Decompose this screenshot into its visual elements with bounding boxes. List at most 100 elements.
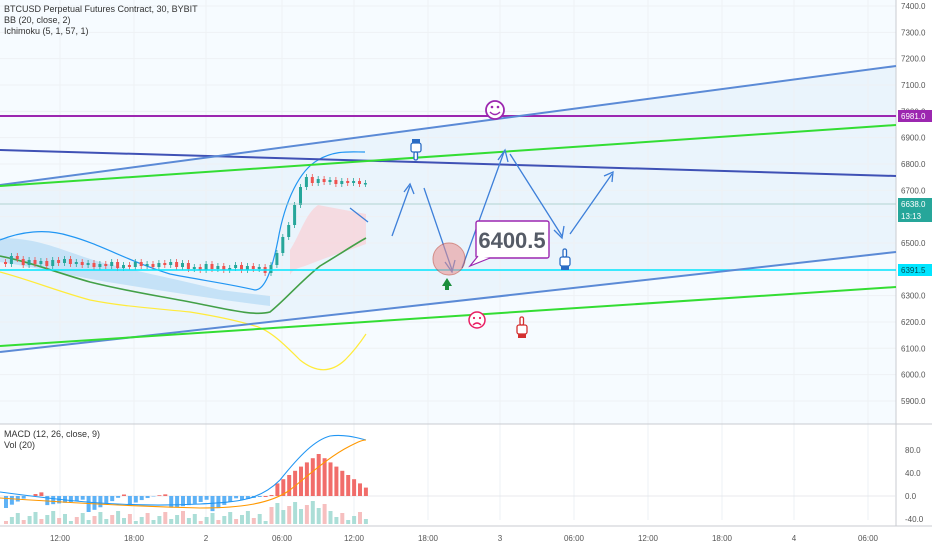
- hand-cuff: [561, 266, 569, 270]
- volume-bar: [364, 519, 368, 524]
- volume-bar: [352, 516, 356, 524]
- price-tick-label: 7300.0: [901, 28, 926, 37]
- macd-histogram-bar: [264, 496, 268, 497]
- candle-body: [334, 180, 337, 184]
- macd-histogram-bar: [216, 496, 220, 508]
- volume-bar: [305, 505, 309, 524]
- candle-body: [16, 256, 19, 259]
- candle-body: [87, 263, 90, 265]
- macd-histogram-bar: [364, 488, 368, 496]
- candle-body: [10, 256, 13, 264]
- candle-body: [104, 264, 107, 266]
- volume-bar: [205, 517, 209, 524]
- macd-histogram-bar: [199, 496, 203, 502]
- candle-body: [81, 262, 84, 265]
- volume-bar: [134, 521, 138, 524]
- volume-bar: [228, 512, 232, 524]
- macd-histogram-bar: [110, 496, 114, 501]
- volume-bar: [240, 515, 244, 524]
- macd-histogram-bar: [39, 492, 43, 496]
- candle-body: [364, 183, 367, 185]
- volume-bar: [340, 513, 344, 524]
- candle-body: [163, 263, 166, 265]
- price-badge-label: 6638.0: [901, 200, 926, 209]
- volume-bar: [57, 518, 61, 524]
- volume-bar: [187, 518, 191, 524]
- volume-bar: [323, 504, 327, 524]
- volume-bar: [193, 514, 197, 524]
- candle-body: [93, 263, 96, 267]
- volume-bar: [311, 501, 315, 524]
- price-tick-label: 7400.0: [901, 2, 926, 11]
- time-tick-label: 2: [204, 534, 209, 543]
- candle-body: [134, 262, 137, 267]
- volume-bar: [317, 508, 321, 524]
- candle-body: [116, 262, 119, 268]
- macd-tick-label: -40.0: [905, 515, 924, 524]
- macd-histogram-bar: [169, 496, 173, 508]
- volume-bar: [93, 516, 97, 524]
- price-tick-label: 6500.0: [901, 239, 926, 248]
- volume-bar: [81, 513, 85, 524]
- candle-body: [181, 263, 184, 267]
- volume-bar: [63, 514, 67, 524]
- candle-body: [352, 181, 355, 183]
- time-tick-label: 12:00: [344, 534, 365, 543]
- macd-histogram-bar: [75, 496, 79, 501]
- time-tick-label: 3: [498, 534, 503, 543]
- macd-legend[interactable]: MACD (12, 26, close, 9): [4, 429, 100, 440]
- volume-bar: [175, 515, 179, 524]
- candle-body: [358, 181, 361, 184]
- volume-bar: [34, 512, 38, 524]
- smiley-face-icon: [486, 101, 504, 119]
- hand-finger: [414, 152, 418, 160]
- macd-histogram-bar: [140, 496, 144, 500]
- volume-bar: [116, 511, 120, 524]
- candle-body: [281, 237, 284, 253]
- volume-bar: [10, 517, 14, 524]
- candle-body: [258, 267, 261, 269]
- price-tick-label: 6900.0: [901, 134, 926, 143]
- price-tick-label: 6300.0: [901, 292, 926, 301]
- price-tick-label: 5900.0: [901, 397, 926, 406]
- ichimoku-legend[interactable]: Ichimoku (5, 1, 57, 1): [4, 26, 89, 37]
- candle-body: [340, 181, 343, 184]
- candle-body: [140, 262, 143, 266]
- volume-bar: [199, 521, 203, 524]
- frown-eye: [473, 317, 475, 319]
- candle-body: [287, 225, 290, 237]
- candle-body: [122, 265, 125, 268]
- macd-histogram-bar: [258, 496, 262, 497]
- macd-histogram-bar: [352, 479, 356, 496]
- volume-bar: [104, 519, 108, 524]
- candle-body: [34, 260, 37, 264]
- symbol-legend[interactable]: BTCUSD Perpetual Futures Contract, 30, B…: [4, 4, 198, 15]
- volume-bar: [181, 511, 185, 524]
- candle-body: [98, 264, 101, 267]
- candle-body: [175, 262, 178, 267]
- macd-histogram-bar: [134, 496, 138, 503]
- candle-body: [293, 205, 296, 225]
- candle-body: [75, 262, 78, 264]
- price-tick-label: 6800.0: [901, 160, 926, 169]
- hand-palm: [560, 257, 570, 266]
- vol-legend[interactable]: Vol (20): [4, 440, 35, 451]
- candle-body: [346, 181, 349, 183]
- time-tick-label: 4: [792, 534, 797, 543]
- volume-bar: [222, 516, 226, 524]
- time-tick-label: 18:00: [418, 534, 439, 543]
- price-badge-label: 6391.5: [901, 266, 926, 275]
- candle-body: [157, 263, 160, 267]
- volume-bar: [258, 514, 262, 524]
- volume-bar: [128, 514, 132, 524]
- candle-body: [110, 262, 113, 266]
- volume-bar: [358, 512, 362, 524]
- bb-legend[interactable]: BB (20, close, 2): [4, 15, 71, 26]
- volume-bar: [75, 517, 79, 524]
- candle-body: [270, 265, 273, 273]
- candle-body: [128, 265, 131, 267]
- macd-histogram-bar: [305, 462, 309, 496]
- candle-body: [69, 259, 72, 264]
